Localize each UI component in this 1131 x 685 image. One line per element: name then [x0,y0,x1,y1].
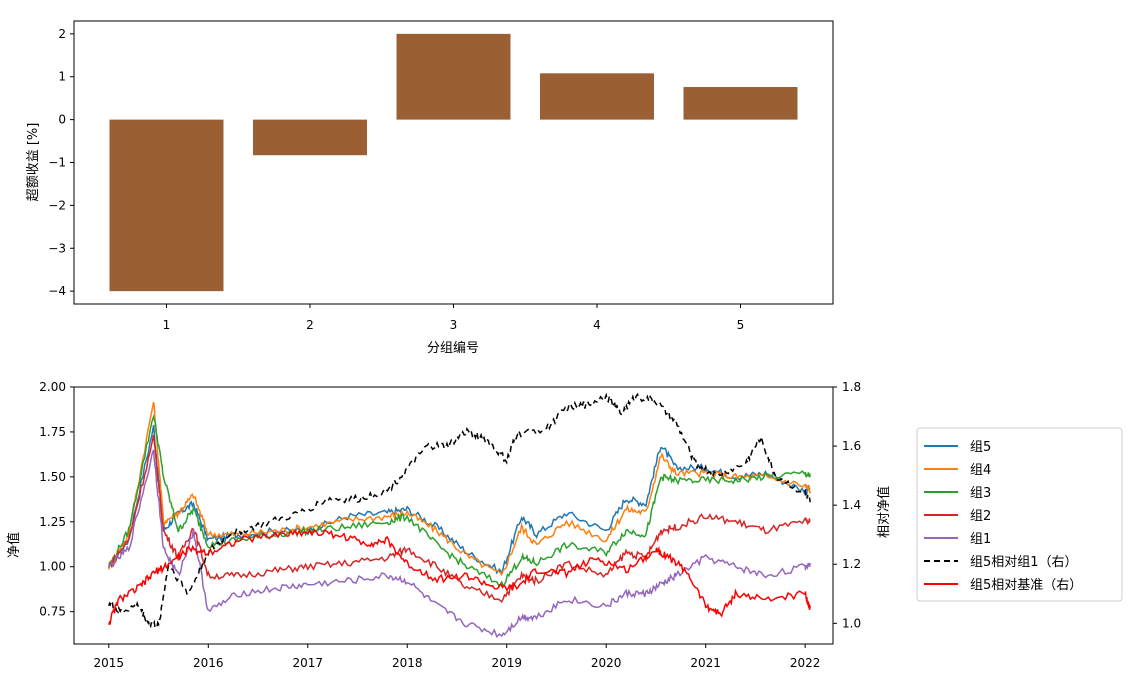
line-x-tick-label: 2015 [94,656,125,670]
bar-x-tick-label: 2 [306,318,314,332]
bar-y-axis-label: 超额收益 [%] [26,123,41,202]
bar-y-ticks: 2 1 0 −1 −2 −3 −4 [48,27,74,298]
right-y-tick-label: 1.8 [842,380,861,394]
bar-2 [253,119,367,156]
line-x-tick-label: 2021 [690,656,721,670]
left-y-tick-label: 1.50 [39,470,66,484]
bar-4 [540,73,654,120]
bar-5 [683,87,798,120]
bar-y-tick-label: −3 [48,241,66,255]
legend-label: 组1 [970,532,991,547]
bar-y-tick-label: −1 [48,156,66,170]
line-left-axis-label: 净值 [6,532,22,558]
legend-label: 组5 [970,440,991,455]
line-marks [108,392,811,638]
series-line [108,401,811,577]
legend-box [916,427,1123,602]
legend-label: 组5相对组1（右） [970,555,1078,570]
series-line [108,528,811,626]
bar-x-tick-label: 3 [450,318,458,332]
bar-y-tick-label: 1 [58,70,66,84]
bar-y-tick-label: −2 [48,198,66,212]
bar-y-tick-label: 0 [58,113,66,127]
bar-marks [109,33,798,292]
line-x-tick-label: 2018 [392,656,423,670]
legend-label: 组4 [970,463,991,478]
legend-label: 组2 [970,509,991,524]
right-y-tick-label: 1.0 [842,616,861,630]
bar-y-tick-label: −4 [48,284,66,298]
left-y-tick-label: 1.75 [39,425,66,439]
line-x-tick-label: 2019 [491,656,522,670]
line-y-ticks-right: 1.8 1.6 1.4 1.2 1.0 [833,380,861,630]
left-y-tick-label: 1.00 [39,560,66,574]
line-right-axis-label: 相对净值 [876,486,892,538]
left-y-tick-label: 1.25 [39,515,66,529]
bar-x-tick-label: 1 [163,318,171,332]
right-y-tick-label: 1.4 [842,498,861,512]
legend-label: 组3 [970,486,991,501]
line-x-ticks: 2015 2016 2017 2018 2019 2020 2021 2022 [94,644,821,670]
line-chart: 2.00 1.75 1.50 1.25 1.00 0.75 1.8 1.6 1.4 1.2 1.0… [6,380,892,670]
line-x-tick-label: 2016 [193,656,224,670]
legend: 组5 组4 组3 组2 组1 组5相对组1（右） 组5相对基准（右） [916,427,1123,602]
bar-x-tick-label: 4 [593,318,601,332]
series-line [108,392,811,630]
line-y-ticks-left: 2.00 1.75 1.50 1.25 1.00 0.75 [39,380,74,619]
series-line [108,434,811,604]
series-line [108,414,811,588]
bar-x-tick-label: 5 [737,318,745,332]
legend-label: 组5相对基准（右） [970,578,1082,593]
bar-y-tick-label: 2 [58,27,66,41]
line-plot-area [73,386,834,645]
bar-3 [396,33,511,120]
bar-1 [109,119,224,292]
line-x-tick-label: 2022 [790,656,821,670]
left-y-tick-label: 2.00 [39,380,66,394]
bar-chart: 2 1 0 −1 −2 −3 −4 1 2 3 4 5 分组编号 超额收益 [%] [26,20,834,356]
right-y-tick-label: 1.6 [842,439,861,453]
bar-x-ticks: 1 2 3 4 5 [163,304,745,332]
left-y-tick-label: 0.75 [39,605,66,619]
bar-x-axis-label: 分组编号 [427,341,479,356]
line-x-tick-label: 2020 [591,656,622,670]
right-y-tick-label: 1.2 [842,557,861,571]
line-x-tick-label: 2017 [292,656,323,670]
